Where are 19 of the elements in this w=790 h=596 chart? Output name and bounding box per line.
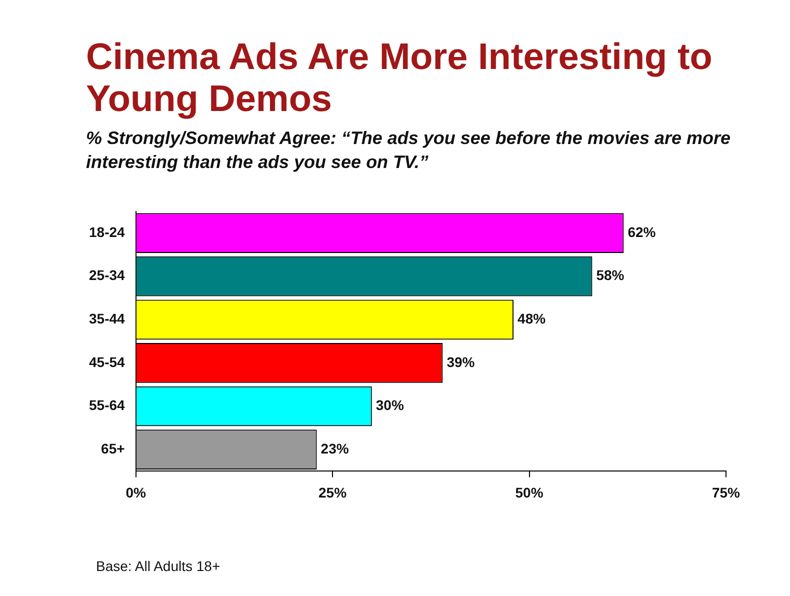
chart-title: Cinema Ads Are More Interesting to Young Demos: [86, 36, 714, 120]
y-tick-label: 45-54: [88, 354, 126, 370]
x-tick-label: 75%: [712, 484, 741, 500]
text: Base: All Adults 18+: [96, 558, 220, 574]
data-label: 23%: [320, 440, 350, 456]
y-tick-label: 35-44: [88, 310, 126, 327]
x-tick-label: 50%: [515, 484, 544, 500]
data-label: 58%: [596, 267, 625, 284]
data-label: 62%: [628, 224, 656, 240]
chart-subtitle: % Strongly/Somewhat Agree: “The ads you see before the movies are more interesting than the ads you see on TV.”: [86, 127, 732, 174]
x-tick-label: 0%: [126, 484, 146, 500]
y-tick-label: 55-64: [88, 397, 126, 414]
data-label: 30%: [376, 397, 404, 414]
y-tick-label: 65+: [101, 440, 125, 456]
data-label: 48%: [518, 310, 546, 327]
y-tick-label: 18-24: [88, 224, 126, 240]
y-tick-label: 25-34: [88, 267, 126, 284]
data-label: 39%: [446, 354, 476, 370]
x-tick-label: 25%: [318, 484, 348, 500]
